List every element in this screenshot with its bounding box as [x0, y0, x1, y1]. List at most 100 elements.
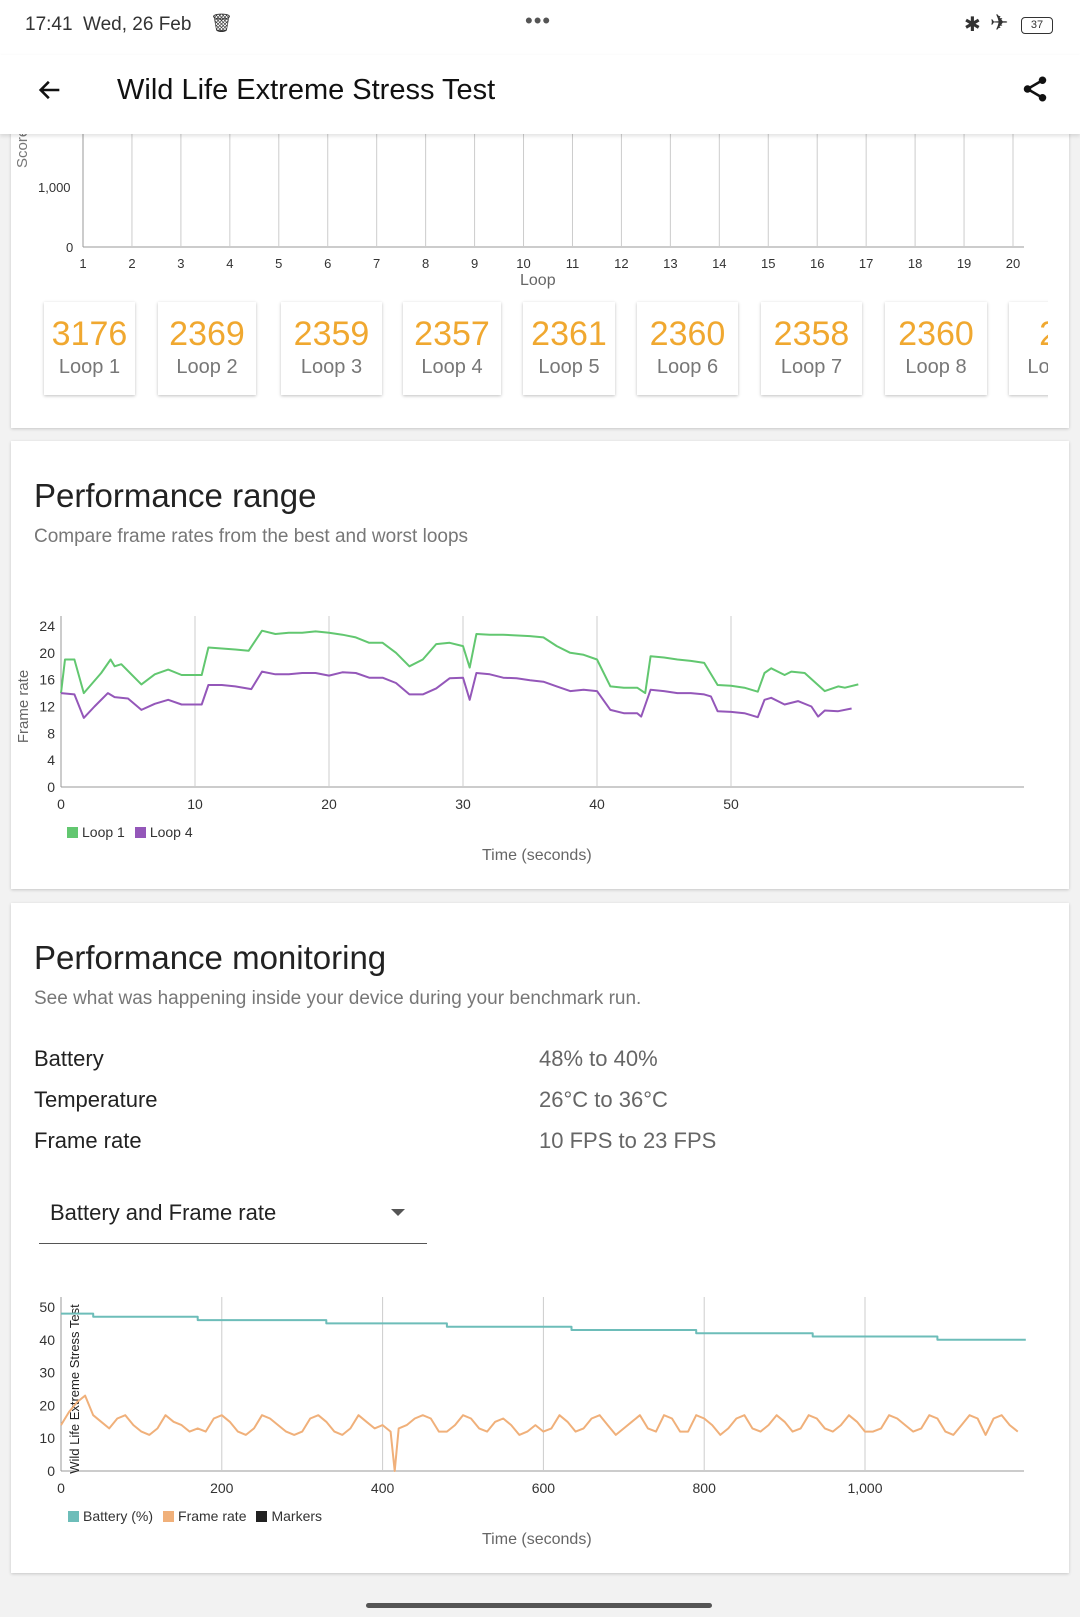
loop-score-label: Loop 2	[176, 356, 238, 378]
loop-score-value: 2360	[649, 315, 726, 353]
score-x-tick: 7	[373, 256, 381, 271]
series-line-frame-rate	[60, 1394, 1019, 1472]
y-tick-label: 0	[47, 1463, 55, 1479]
score-x-tick: 5	[275, 256, 283, 271]
series-line-loop-4	[60, 670, 852, 719]
y-tick-label: 24	[39, 618, 55, 634]
score-x-tick: 19	[956, 256, 972, 271]
y-axis-title: Wild Life Extreme Stress Test	[67, 1304, 82, 1474]
performance-range-card: Performance range Compare frame rates fr…	[11, 441, 1069, 889]
loop-score-label: Loop 8	[905, 356, 967, 378]
performance-monitoring-title: Performance monitoring	[34, 939, 387, 976]
frame-rate-value: 10 FPS to 23 FPS	[539, 1128, 717, 1153]
loop-score-label: Loop 7	[780, 356, 843, 378]
back-arrow-icon[interactable]	[36, 76, 64, 104]
status-bar: 17:41 Wed, 26 Feb 🗑 ••• ✱ ✈ 37	[0, 0, 1080, 55]
y-tick-label: 16	[39, 672, 55, 688]
y-tick-0: 0	[66, 240, 74, 255]
monitor-x-axis-title: Time (seconds)	[482, 1531, 592, 1548]
x-tick-label: 20	[321, 796, 337, 812]
airplane-icon: ✈	[990, 10, 1009, 35]
x-tick-label: 800	[693, 1480, 717, 1496]
battery-framerate-chart: 0 200 400 600 800 1,000 0 10 20 30 40 50 Wild Life E…	[39, 1297, 1026, 1496]
app-bar: Wild Life Extreme Stress Test	[0, 55, 1080, 134]
temperature-label: Temperature	[34, 1087, 158, 1112]
score-x-tick: 17	[858, 256, 874, 271]
status-date: Wed, 26 Feb	[83, 14, 192, 35]
y-tick-label: 30	[39, 1365, 55, 1381]
y-tick-label: 12	[39, 699, 55, 715]
loop-score-card[interactable]: 2361 Loop 5	[523, 302, 615, 395]
loop-score-card[interactable]: 3176 Loop 1	[44, 302, 135, 395]
chart-type-dropdown[interactable]: Battery and Frame rate	[39, 1183, 427, 1244]
bluetooth-icon: ✱	[964, 14, 981, 36]
range-x-axis-title: Time (seconds)	[482, 847, 592, 864]
loop-score-value: 3176	[51, 315, 128, 353]
legend-swatch-loop1	[67, 826, 78, 838]
share-icon[interactable]	[1020, 73, 1050, 105]
y-tick-label: 0	[47, 779, 55, 795]
monitor-legend: Battery (%) Frame rate Markers	[68, 1508, 322, 1524]
score-chart	[82, 134, 1024, 248]
score-x-tick: 8	[422, 256, 430, 271]
loop-score-value: 2360	[898, 315, 974, 353]
legend-loop1: Loop 1	[82, 824, 125, 840]
legend-loop4: Loop 4	[149, 824, 193, 840]
battery-icon: 37	[1021, 17, 1053, 34]
page-title: Wild Life Extreme Stress Test	[117, 74, 496, 106]
score-axis-label: Score	[14, 128, 31, 168]
score-x-tick: 11	[565, 256, 580, 271]
y-tick-label: 10	[39, 1430, 55, 1446]
loop-score-card[interactable]: 23 Loop 9	[1009, 302, 1048, 395]
legend-swatch-battery	[68, 1510, 79, 1522]
home-indicator[interactable]	[366, 1603, 712, 1608]
series-line-loop-1	[60, 629, 859, 695]
loop-score-card[interactable]: 2369 Loop 2	[158, 302, 256, 395]
loop-score-value: 2369	[169, 315, 245, 353]
x-tick-label: 0	[57, 796, 65, 812]
loop-score-card[interactable]: 2358 Loop 7	[761, 302, 862, 395]
score-x-tick: 20	[1005, 256, 1021, 271]
y-tick-1000: 1,000	[38, 180, 71, 195]
loop-score-strip[interactable]: 3176 Loop 1 2369 Loop 2 2359 Loop 3 2357 Loop 4…	[30, 295, 1048, 405]
y-axis-title: Frame rate	[15, 670, 32, 743]
loop-score-card[interactable]: 2360 Loop 8	[885, 302, 987, 395]
legend-swatch-framerate	[163, 1510, 175, 1522]
score-x-tick: 15	[761, 256, 776, 271]
x-tick-label: 1,000	[847, 1480, 882, 1496]
performance-range-title: Performance range	[34, 477, 317, 514]
score-x-tick: 6	[324, 256, 332, 271]
loop-score-card[interactable]: 2360 Loop 6	[637, 302, 738, 395]
range-legend: Loop 1 Loop 4	[67, 824, 193, 840]
legend-framerate: Frame rate	[178, 1508, 247, 1524]
frame-rate-label: Frame rate	[34, 1128, 142, 1153]
more-dots-icon: •••	[525, 8, 552, 33]
score-x-tick: 10	[516, 256, 531, 271]
y-tick-label: 4	[47, 752, 55, 768]
battery-label: Battery	[34, 1046, 104, 1071]
legend-swatch-loop4	[134, 826, 146, 838]
loop-score-label: Loop 5	[538, 356, 600, 378]
loop-score-value: 23	[1009, 316, 1048, 352]
loop-score-card[interactable]: 2359 Loop 3	[281, 302, 382, 395]
legend-markers: Markers	[271, 1508, 323, 1524]
x-tick-label: 0	[57, 1480, 65, 1496]
y-tick-label: 50	[39, 1299, 55, 1315]
loop-score-label: Loop 1	[58, 356, 121, 378]
y-tick-label: 20	[39, 645, 55, 661]
performance-monitoring-subtitle: See what was happening inside your devic…	[34, 988, 642, 1009]
x-tick-label: 200	[210, 1480, 234, 1496]
dropdown-selected: Battery and Frame rate	[50, 1200, 277, 1225]
loop-score-label: Loop 6	[656, 356, 719, 378]
score-x-tick: 13	[663, 256, 678, 271]
x-tick-label: 600	[532, 1480, 556, 1496]
loop-score-card[interactable]: 2357 Loop 4	[403, 302, 501, 395]
loop-score-label: Loop 3	[300, 356, 363, 378]
loop-score-value: 2358	[773, 315, 850, 353]
loop-score-value: 2361	[531, 315, 607, 353]
temperature-value: 26°C to 36°C	[539, 1087, 668, 1112]
score-x-tick: 1	[79, 256, 87, 271]
dropdown-arrow-icon	[391, 1209, 405, 1216]
trash-icon: 🗑	[210, 13, 233, 33]
score-x-axis-title: Loop	[520, 272, 556, 289]
